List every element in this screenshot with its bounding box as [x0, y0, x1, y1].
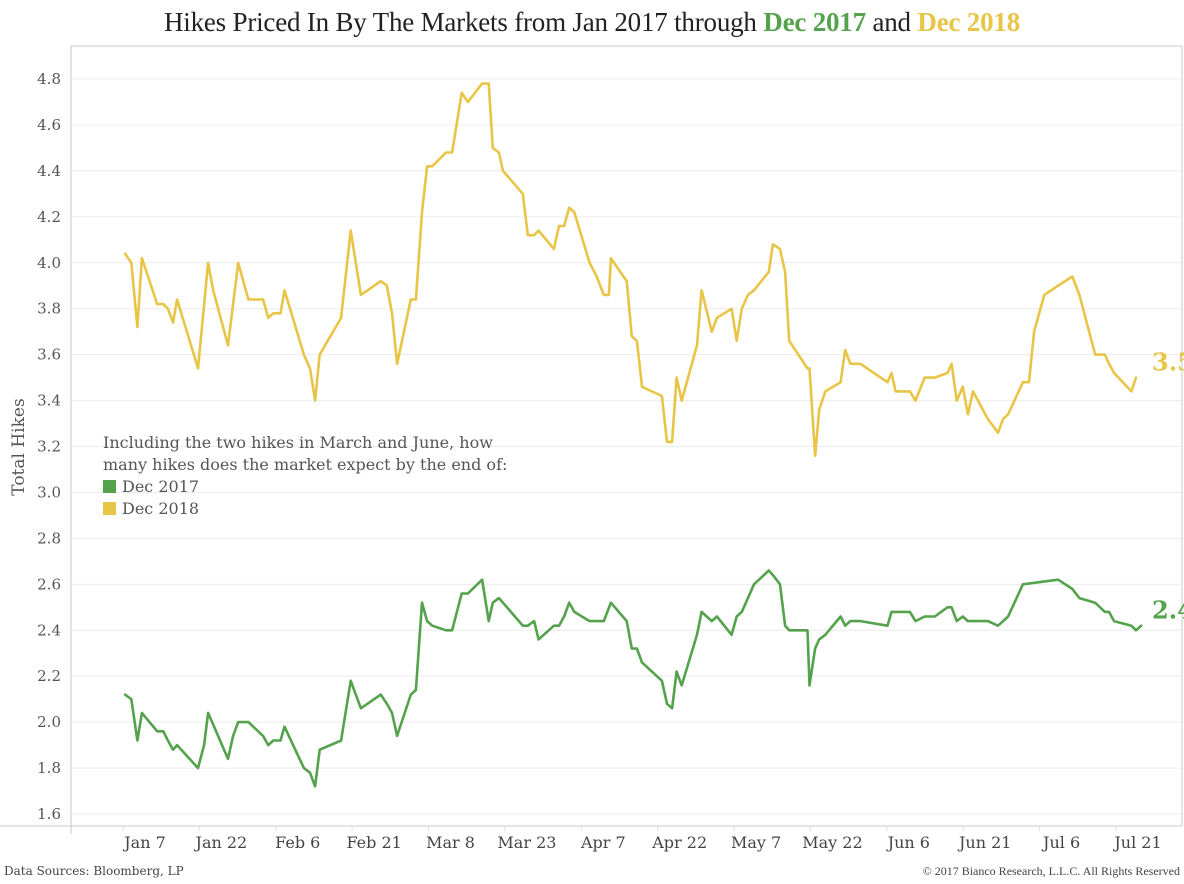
- gridlines: [71, 78, 1182, 815]
- legend-label: Dec 2017: [122, 477, 200, 496]
- x-axis-ticks: Jan 7 Jan 22 Feb 6 Feb 21 Mar 8 Mar 23 Apr 7 Ap…: [122, 826, 1162, 852]
- series-line-dec-2018: [123, 82, 1138, 458]
- title-middle: and: [865, 7, 918, 37]
- series-line-dec-2017: [123, 569, 1143, 788]
- x-tick-label: Jun 21: [957, 833, 1011, 852]
- y-tick-label: 3.6: [37, 346, 61, 364]
- legend-label: Dec 2018: [122, 499, 200, 518]
- y-tick-label: 2.4: [37, 621, 61, 639]
- title-prefix: Hikes Priced In By The Markets from Jan …: [163, 7, 764, 37]
- legend-caption-line1: Including the two hikes in March and Jun…: [103, 433, 493, 452]
- chart-title: Hikes Priced In By The Markets from Jan …: [0, 0, 1184, 44]
- x-tick-label: Feb 21: [346, 833, 401, 852]
- plot-frame: [0, 45, 1183, 834]
- x-tick-label: Apr 7: [580, 833, 626, 852]
- x-tick-label: Jun 6: [886, 833, 930, 852]
- y-tick-label: 2.6: [37, 575, 61, 593]
- y-tick-label: 2.8: [37, 529, 61, 547]
- legend-caption-line2: many hikes does the market expect by the…: [103, 455, 508, 474]
- y-tick-label: 4.4: [37, 162, 61, 180]
- end-label-dec-2018: 3.5: [1152, 348, 1184, 377]
- y-axis-ticks: 1.6 1.8 2.0 2.2 2.4 2.6 2.8 3.0 3.2 3.4 3.6 3.8 4.0 4…: [37, 70, 61, 823]
- end-labels: 3.5 2.4: [1152, 348, 1184, 625]
- y-tick-label: 3.4: [37, 392, 61, 410]
- y-tick-label: 1.6: [37, 805, 61, 823]
- x-tick-label: Jul 21: [1112, 833, 1161, 852]
- copyright-note: © 2017 Bianco Research, L.L.C. All Right…: [922, 864, 1180, 878]
- x-tick-label: Jan 22: [194, 833, 248, 852]
- y-tick-label: 3.8: [37, 300, 61, 318]
- x-tick-label: Apr 22: [651, 833, 707, 852]
- title-dec2018: Dec 2018: [917, 7, 1021, 37]
- x-tick-label: Jan 7: [122, 833, 166, 852]
- x-tick-label: May 7: [731, 833, 781, 852]
- data-source-note: Data Sources: Bloomberg, LP: [4, 864, 184, 878]
- x-tick-label: Mar 8: [426, 833, 475, 852]
- legend-swatch-dec2017: [103, 480, 116, 493]
- legend-swatch-dec2018: [103, 502, 116, 515]
- legend-item-dec2018[interactable]: Dec 2018: [103, 498, 507, 520]
- x-tick-label: Mar 23: [497, 833, 556, 852]
- end-label-dec-2017: 2.4: [1152, 596, 1184, 625]
- y-tick-label: 3.2: [37, 438, 61, 456]
- y-axis-label: Total Hikes: [9, 398, 29, 495]
- y-tick-label: 4.0: [37, 254, 61, 272]
- y-tick-label: 2.2: [37, 667, 61, 685]
- legend-item-dec2017[interactable]: Dec 2017: [103, 476, 507, 498]
- y-tick-label: 4.8: [37, 70, 61, 88]
- y-tick-label: 2.0: [37, 713, 61, 731]
- x-tick-label: Jul 6: [1041, 833, 1080, 852]
- legend: Including the two hikes in March and Jun…: [103, 432, 507, 520]
- y-tick-label: 3.0: [37, 483, 61, 501]
- x-tick-label: Feb 6: [275, 833, 320, 852]
- y-tick-label: 1.8: [37, 759, 61, 777]
- y-tick-label: 4.2: [37, 208, 61, 226]
- title-dec2017: Dec 2017: [763, 7, 866, 37]
- x-tick-label: May 22: [802, 833, 862, 852]
- y-tick-label: 4.6: [37, 116, 61, 134]
- series-lines: [123, 82, 1143, 788]
